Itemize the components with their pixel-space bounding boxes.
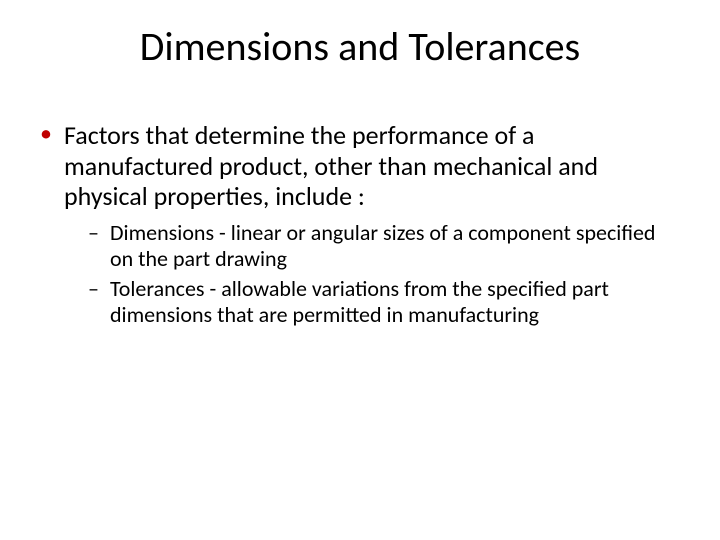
list-item: Dimensions - linear or angular sizes of … [88, 220, 678, 272]
list-item: Factors that determine the performance o… [38, 120, 678, 328]
bullet-list-level2: Dimensions - linear or angular sizes of … [88, 220, 678, 328]
slide-body: Factors that determine the performance o… [38, 120, 678, 334]
list-item-text: Dimensions - linear or angular sizes of … [110, 219, 655, 272]
list-item-text: Factors that determine the performance o… [64, 119, 598, 212]
bullet-list-level1: Factors that determine the performance o… [38, 120, 678, 328]
slide: Dimensions and Tolerances Factors that d… [0, 0, 720, 540]
slide-title: Dimensions and Tolerances [0, 22, 720, 71]
list-item-text: Tolerances - allowable variations from t… [110, 275, 609, 328]
list-item: Tolerances - allowable variations from t… [88, 276, 678, 328]
